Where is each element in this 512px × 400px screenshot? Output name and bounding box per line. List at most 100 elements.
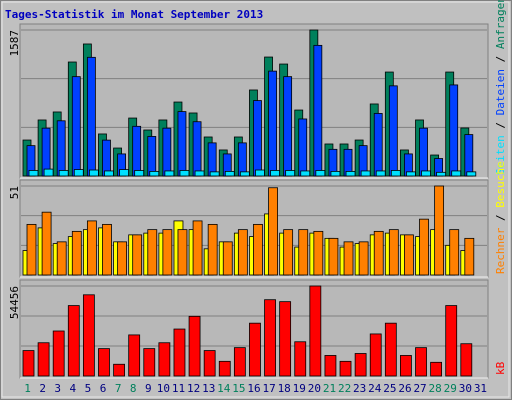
bar (449, 84, 459, 177)
bar (460, 343, 473, 377)
bar (430, 361, 443, 377)
bar (436, 171, 447, 177)
bar (104, 170, 114, 177)
bar (28, 170, 39, 177)
bar (445, 305, 458, 377)
bar (102, 223, 112, 276)
x-tick-label: 1 (24, 382, 31, 395)
bar (384, 322, 397, 377)
x-tick-label: 8 (130, 382, 137, 395)
bar (406, 171, 416, 177)
bar (177, 229, 188, 276)
bar (37, 342, 50, 377)
chart-title: Tages-Statistik im Monat September 2013 (5, 8, 263, 21)
x-tick-label: 5 (85, 382, 92, 395)
x-tick-label: 18 (278, 382, 291, 395)
x-tick-label: 4 (70, 382, 77, 395)
x-tick-label: 9 (145, 382, 152, 395)
bar (73, 169, 84, 177)
legend-entry: Anfragen (494, 0, 507, 49)
bar (207, 223, 218, 276)
bar (179, 170, 190, 177)
y-tick-label: 54456 (8, 286, 21, 319)
x-tick-label: 23 (353, 382, 366, 395)
x-tick-label: 13 (202, 382, 215, 395)
bar (209, 171, 220, 177)
x-tick-label: 12 (187, 382, 200, 395)
bar (253, 223, 263, 276)
bar (404, 234, 414, 276)
bar (270, 170, 280, 177)
bar (375, 170, 386, 177)
bar (203, 350, 216, 377)
bar (143, 348, 156, 377)
x-tick-label: 17 (262, 382, 275, 395)
x-tick-label: 28 (429, 382, 442, 395)
bar (400, 355, 412, 377)
bar (67, 305, 80, 377)
bar (192, 220, 203, 276)
bar (134, 170, 145, 177)
bar (86, 220, 97, 276)
bar (283, 76, 293, 177)
bar (373, 113, 383, 177)
bar (43, 168, 54, 177)
bar (218, 360, 231, 377)
x-tick-label: 3 (54, 382, 61, 395)
legend: Rechner / Besuche (494, 161, 507, 274)
x-tick-label: 27 (413, 382, 426, 395)
legend: Seiten / Dateien / Anfragen (494, 0, 507, 175)
bar (128, 334, 141, 377)
bar (268, 70, 277, 177)
legend-separator: / (494, 208, 507, 228)
legend-separator: / (494, 115, 507, 135)
bar (132, 234, 143, 276)
x-tick-label: 20 (308, 382, 321, 395)
x-tick-label: 22 (338, 382, 351, 395)
x-tick-label: 21 (323, 382, 336, 395)
x-tick-label: 14 (217, 382, 231, 395)
bar (188, 315, 201, 377)
bar (388, 229, 399, 276)
bar (147, 229, 158, 276)
bar (253, 100, 262, 177)
bar (194, 170, 205, 177)
bar (373, 230, 384, 276)
bar (421, 170, 431, 177)
bar (162, 127, 172, 177)
bar (222, 241, 233, 276)
bar (419, 127, 428, 177)
bar (56, 241, 67, 276)
bar (52, 330, 65, 377)
bar (224, 171, 235, 177)
x-tick-label: 15 (232, 382, 245, 395)
bar (237, 142, 247, 177)
bar (56, 120, 66, 177)
bar (22, 350, 35, 377)
x-tick-label: 25 (383, 382, 396, 395)
legend-separator: / (494, 49, 507, 69)
bar (343, 241, 354, 276)
bar (345, 171, 356, 177)
bar (237, 229, 248, 276)
x-tick-label: 19 (293, 382, 306, 395)
bar (419, 218, 429, 276)
bar (328, 237, 339, 276)
bar (415, 347, 427, 377)
bar (388, 85, 398, 177)
bar (434, 185, 445, 276)
bar (173, 328, 186, 377)
x-tick-label: 11 (172, 382, 185, 395)
bar (58, 170, 69, 177)
bar (82, 294, 95, 377)
legend-entry: kB (494, 361, 507, 375)
x-tick-label: 30 (459, 382, 472, 395)
bar (464, 237, 475, 276)
bar (464, 134, 474, 177)
bar (358, 241, 369, 276)
bar (313, 44, 323, 177)
bar (98, 348, 110, 377)
bar (71, 230, 82, 276)
